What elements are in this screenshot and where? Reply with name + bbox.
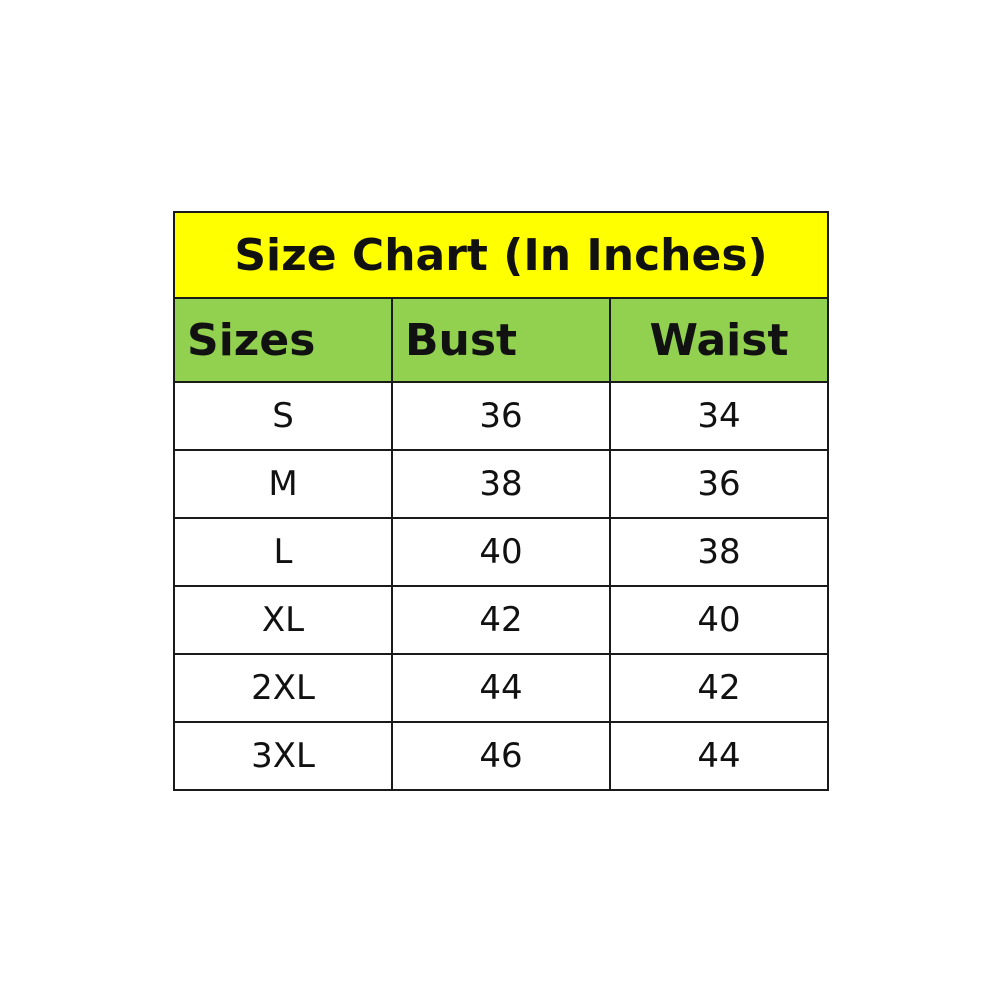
table-row: XL 42 40 (173, 585, 829, 655)
bust-cell: 46 (391, 721, 611, 791)
waist-cell: 42 (609, 653, 829, 723)
size-cell: S (173, 381, 393, 451)
header-row: Sizes Bust Waist (173, 297, 829, 383)
bust-cell: 44 (391, 653, 611, 723)
waist-cell: 44 (609, 721, 829, 791)
table-row: L 40 38 (173, 517, 829, 587)
table-title: Size Chart (In Inches) (173, 211, 829, 299)
bust-cell: 40 (391, 517, 611, 587)
waist-cell: 38 (609, 517, 829, 587)
size-cell: XL (173, 585, 393, 655)
header-sizes: Sizes (173, 297, 393, 383)
size-cell: M (173, 449, 393, 519)
table-row: M 38 36 (173, 449, 829, 519)
table-row: 3XL 46 44 (173, 721, 829, 791)
table-row: 2XL 44 42 (173, 653, 829, 723)
size-chart-table: Size Chart (In Inches) Sizes Bust Waist … (173, 211, 829, 791)
waist-cell: 36 (609, 449, 829, 519)
title-row: Size Chart (In Inches) (173, 211, 829, 299)
header-bust: Bust (391, 297, 611, 383)
size-cell: 2XL (173, 653, 393, 723)
waist-cell: 34 (609, 381, 829, 451)
size-cell: L (173, 517, 393, 587)
header-waist: Waist (609, 297, 829, 383)
bust-cell: 38 (391, 449, 611, 519)
waist-cell: 40 (609, 585, 829, 655)
bust-cell: 42 (391, 585, 611, 655)
table-row: S 36 34 (173, 381, 829, 451)
size-cell: 3XL (173, 721, 393, 791)
bust-cell: 36 (391, 381, 611, 451)
